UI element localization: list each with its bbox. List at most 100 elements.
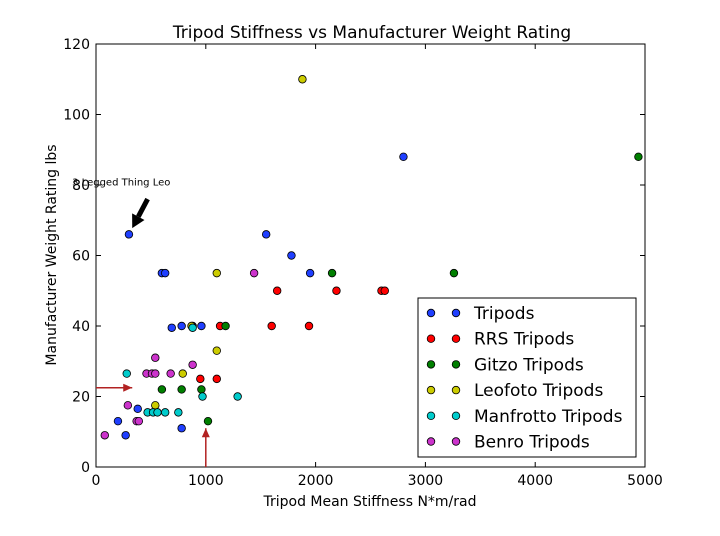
data-point (399, 152, 408, 161)
series-5 (100, 268, 259, 440)
x-tick-label: 5000 (627, 473, 663, 489)
legend-entry: Leofoto Tripods (426, 381, 603, 401)
data-point (212, 374, 221, 384)
series-4 (122, 323, 242, 417)
legend-label: Benro Tripods (474, 433, 590, 453)
data-point (221, 321, 230, 331)
data-point (124, 230, 134, 239)
data-point (198, 392, 207, 401)
x-tick-label: 3000 (408, 473, 444, 489)
marker-arrows (96, 383, 210, 467)
y-tick-label: 60 (72, 249, 90, 265)
x-tick-label: 1000 (188, 473, 224, 489)
legend-label: Gitzo Tripods (474, 355, 584, 375)
legend-marker (451, 385, 461, 395)
legend-label: RRS Tripods (474, 330, 574, 350)
data-point (304, 321, 314, 331)
data-point (188, 360, 197, 369)
data-points (100, 75, 643, 440)
data-point (261, 230, 271, 239)
legend-marker (426, 385, 436, 395)
y-axis: 0 20 40 60 80 100 120 (63, 37, 645, 476)
data-point (113, 416, 123, 426)
data-point (151, 353, 160, 362)
data-point (177, 385, 186, 394)
data-point (174, 408, 183, 417)
legend-marker (451, 437, 461, 446)
legend-entry: Manfrotto Tripods (426, 407, 623, 427)
data-point (177, 321, 186, 331)
legend-label: Leofoto Tripods (474, 381, 603, 401)
annotation-arrow-head (132, 213, 145, 229)
data-point (122, 369, 131, 378)
legend-marker (451, 334, 461, 343)
legend-marker (426, 411, 436, 420)
x-axis-label: Tripod Mean Stiffness N*m/rad (262, 494, 476, 510)
series-1 (196, 286, 389, 384)
data-point (267, 321, 276, 331)
annotation-arrow-shaft (136, 197, 150, 218)
data-point (212, 268, 221, 278)
data-point (197, 385, 206, 394)
data-point (177, 424, 186, 433)
y-tick-label: 120 (63, 37, 90, 53)
annotation-text: 3 Legged Thing Leo (72, 177, 170, 188)
data-point (634, 152, 643, 161)
legend-label: Manfrotto Tripods (474, 407, 623, 427)
y-tick-label: 80 (72, 178, 90, 194)
legend-marker (451, 308, 461, 318)
data-point (121, 431, 130, 440)
data-point (332, 286, 341, 295)
marker-arrow-head (123, 383, 133, 392)
data-point (123, 401, 133, 410)
chart-title: Tripod Stiffness vs Manufacturer Weight … (172, 23, 571, 43)
data-point (167, 323, 176, 332)
legend-marker (451, 360, 461, 369)
marker-arrow-head (201, 428, 210, 438)
y-tick-label: 0 (81, 460, 90, 476)
y-tick-label: 100 (63, 108, 90, 124)
annotation: 3 Legged Thing Leo (72, 177, 170, 229)
data-point (178, 369, 187, 378)
y-axis-label: Manufacturer Weight Rating lbs (44, 144, 60, 365)
data-point (188, 323, 197, 332)
data-point (166, 369, 175, 378)
data-point (449, 268, 459, 278)
data-point (380, 286, 389, 295)
data-point (197, 321, 206, 331)
data-point (249, 268, 259, 278)
legend-entry: Benro Tripods (426, 433, 590, 453)
y-tick-label: 40 (72, 319, 90, 335)
data-point (160, 268, 170, 278)
legend-marker (426, 360, 436, 369)
legend-entry: Tripods (426, 304, 535, 324)
legend: Tripods RRS Tripods Gitzo Tripods Leofoto T… (417, 297, 637, 458)
data-point (203, 416, 213, 426)
legend-marker (426, 437, 436, 446)
data-point (272, 286, 282, 295)
series-0 (113, 152, 408, 440)
legend-marker (426, 334, 436, 343)
data-point (153, 408, 162, 417)
data-point (151, 401, 160, 410)
data-point (327, 268, 337, 278)
data-point (133, 404, 142, 414)
data-point (305, 268, 315, 278)
legend-entry: RRS Tripods (426, 330, 574, 350)
data-point (196, 374, 205, 384)
legend-marker (451, 411, 461, 420)
y-tick-label: 20 (72, 390, 90, 406)
legend-box (417, 297, 637, 458)
legend-label: Tripods (473, 304, 535, 324)
legend-entry: Gitzo Tripods (426, 355, 584, 375)
data-point (212, 346, 221, 355)
data-point (157, 385, 167, 394)
data-point (233, 392, 242, 401)
data-point (298, 75, 307, 84)
x-tick-label: 2000 (298, 473, 334, 489)
legend-marker (426, 308, 436, 318)
data-point (160, 408, 170, 417)
data-point (151, 369, 160, 378)
data-point (287, 251, 296, 260)
